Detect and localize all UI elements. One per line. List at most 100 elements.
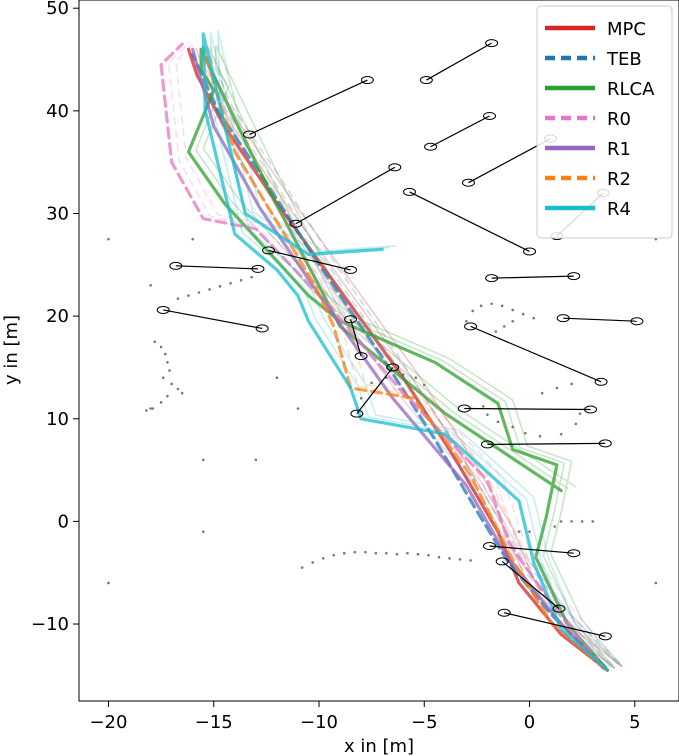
- obstacle-path: [163, 309, 263, 330]
- obstacle-marker: [567, 549, 581, 558]
- obstacle-marker: [598, 632, 612, 641]
- scan-point: [458, 558, 462, 561]
- scan-point: [479, 304, 483, 308]
- y-tick-label: 30: [46, 203, 69, 224]
- scan-point: [486, 413, 489, 416]
- obstacle-marker: [497, 608, 511, 617]
- series-run-trace: [209, 45, 614, 669]
- scan-point: [521, 312, 525, 316]
- scan-point: [395, 552, 399, 556]
- obstacle-path: [268, 249, 351, 271]
- scan-point: [300, 566, 304, 569]
- scan-point: [570, 520, 573, 523]
- scan-point: [164, 352, 167, 356]
- scan-point: [159, 345, 163, 349]
- obstacle-marker: [289, 219, 303, 228]
- scan-point: [176, 387, 180, 391]
- series-line: [159, 42, 603, 667]
- legend-label: R0: [607, 109, 631, 130]
- series-line: [186, 47, 609, 672]
- scan-point: [494, 330, 498, 333]
- x-tick-label: −20: [89, 712, 127, 733]
- scan-point: [437, 556, 441, 559]
- scan-point: [490, 302, 493, 306]
- plot-area: [107, 30, 658, 672]
- series-run-trace: [199, 52, 614, 666]
- scan-point: [107, 237, 110, 241]
- scan-point: [416, 552, 420, 556]
- obstacle-marker: [360, 76, 374, 85]
- obstacle-marker: [485, 39, 499, 48]
- scan-point: [538, 434, 542, 438]
- scan-point: [555, 386, 559, 390]
- obstacle-marker: [350, 409, 364, 418]
- scan-point: [406, 551, 409, 555]
- scan-point: [180, 391, 184, 395]
- x-axis-label: x in [m]: [344, 736, 414, 756]
- obstacle-marker: [261, 246, 275, 255]
- legend-label: R2: [607, 169, 631, 190]
- obstacle-marker: [483, 111, 497, 120]
- series-run-trace: [217, 30, 623, 668]
- obstacle-path: [491, 275, 574, 279]
- scan-point: [540, 391, 544, 395]
- scan-point: [159, 401, 163, 404]
- obstacle-path: [409, 191, 530, 252]
- obstacle-marker: [461, 178, 475, 187]
- obstacle-marker: [255, 324, 269, 333]
- scan-point: [524, 431, 527, 435]
- scan-point: [532, 316, 536, 320]
- scan-point: [448, 557, 451, 560]
- scan-point: [187, 294, 190, 297]
- scan-point: [149, 284, 152, 287]
- scan-point: [591, 520, 594, 523]
- obstacle-marker: [419, 76, 433, 85]
- obstacle-path: [487, 442, 606, 446]
- obstacle-path: [356, 367, 394, 414]
- scan-point: [511, 425, 514, 429]
- scan-point: [578, 412, 582, 415]
- scan-point: [191, 237, 194, 241]
- obstacle-marker: [251, 264, 265, 273]
- scan-point: [168, 369, 171, 372]
- obstacle-path: [249, 79, 368, 135]
- series-run-trace: [206, 45, 619, 666]
- scan-point: [332, 553, 336, 557]
- ticks-layer: −20 −15 −10 −5 0 5 −10 0 10 20 30 40 50: [31, 0, 641, 733]
- obstacle-marker: [630, 317, 644, 326]
- y-tick-label: 40: [46, 101, 69, 122]
- legend-label: RLCA: [607, 79, 655, 100]
- obstacle-marker: [485, 274, 499, 283]
- scan-point: [197, 291, 201, 294]
- scan-point: [574, 422, 578, 426]
- obstacle-path: [350, 319, 362, 357]
- obstacle-marker: [598, 439, 612, 448]
- y-tick-label: 10: [46, 409, 69, 430]
- scan-point: [359, 396, 363, 400]
- scan-point: [275, 376, 279, 379]
- scan-point: [364, 550, 367, 554]
- x-tick-label: −10: [300, 712, 338, 733]
- obstacle-path: [489, 545, 574, 554]
- scan-point: [321, 557, 325, 560]
- scan-point: [342, 551, 346, 555]
- scan-point: [239, 278, 243, 282]
- scan-point: [149, 407, 152, 410]
- y-tick-label: 20: [46, 306, 69, 327]
- obstacle-marker: [594, 377, 608, 386]
- obstacle-marker: [483, 542, 497, 551]
- series-run-trace: [209, 31, 616, 669]
- scan-point: [427, 553, 430, 557]
- obstacle-marker: [584, 405, 598, 414]
- obstacle-path: [464, 407, 591, 411]
- obstacle-marker: [169, 261, 183, 270]
- obstacle-marker: [344, 315, 358, 324]
- obstacle-marker: [403, 187, 417, 196]
- scan-point: [469, 559, 472, 562]
- obstacle-marker: [464, 322, 478, 331]
- y-tick-label: 50: [46, 0, 69, 19]
- x-tick-label: 0: [524, 712, 535, 733]
- obstacle-marker: [495, 557, 509, 566]
- scan-point: [201, 530, 205, 533]
- scan-point: [176, 297, 180, 300]
